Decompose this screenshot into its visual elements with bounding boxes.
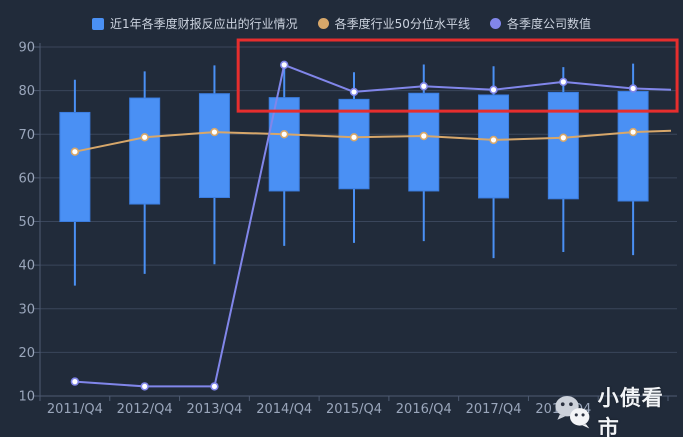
x-axis-label: 2011/Q4: [47, 402, 103, 417]
y-axis-label: 10: [18, 390, 35, 405]
median-point-0[interactable]: [70, 147, 80, 156]
company-point-0[interactable]: [70, 377, 80, 386]
x-axis-label: 2014/Q4: [256, 402, 312, 417]
company-point-6[interactable]: [489, 85, 498, 94]
candlestick-box-4[interactable]: [338, 98, 370, 190]
median-point-3[interactable]: [280, 130, 289, 139]
x-axis-label: 2015/Q4: [326, 402, 382, 417]
company-point-2[interactable]: [210, 382, 219, 391]
annotation-rectangle: [236, 38, 679, 113]
legend-label-company-value: 各季度公司数值: [506, 17, 591, 31]
median-point-8[interactable]: [628, 127, 638, 137]
watermark: 小债看市: [554, 382, 683, 437]
legend-label-median-line: 各季度行业50分位水平线: [334, 17, 470, 31]
legend-label-industry-range: 近1年各季度财报反应出的行业情况: [110, 17, 298, 31]
candlestick-box-1[interactable]: [129, 97, 161, 205]
company-point-1[interactable]: [140, 382, 149, 391]
company-point-8[interactable]: [628, 84, 638, 93]
median-point-1[interactable]: [140, 133, 149, 142]
median-point-4[interactable]: [349, 133, 359, 142]
x-axis-label: 2016/Q4: [396, 402, 452, 417]
median-point-5[interactable]: [419, 131, 428, 141]
legend-item-median-line[interactable]: 各季度行业50分位水平线: [317, 15, 470, 32]
y-axis-label: 60: [18, 171, 35, 186]
y-axis-label: 20: [18, 346, 35, 361]
y-axis-label: 90: [18, 41, 35, 56]
y-axis-label: 50: [18, 215, 35, 230]
legend-marker-square: [92, 17, 105, 30]
candlestick-box-5[interactable]: [408, 92, 440, 192]
x-axis-label: 2012/Q4: [117, 402, 173, 417]
y-axis-label: 80: [18, 84, 35, 99]
legend-marker-circle: [489, 18, 501, 29]
company-point-3[interactable]: [280, 60, 289, 70]
candlestick-box-2[interactable]: [198, 93, 230, 199]
legend-item-company-value[interactable]: 各季度公司数值: [489, 15, 591, 32]
legend-marker-circle: [317, 18, 329, 29]
y-axis-label: 70: [18, 128, 35, 143]
company-point-7[interactable]: [559, 77, 568, 87]
y-axis-label: 30: [18, 302, 35, 317]
watermark-text: 小债看市: [597, 386, 664, 437]
candlestick-box-0[interactable]: [59, 111, 91, 222]
candlestick-box-8[interactable]: [617, 90, 649, 202]
company-point-5[interactable]: [419, 82, 428, 91]
x-axis-label: 2017/Q4: [466, 402, 522, 417]
median-point-2[interactable]: [210, 127, 219, 137]
x-axis-label: 2013/Q4: [186, 402, 242, 417]
median-point-6[interactable]: [489, 135, 498, 145]
legend-item-industry-range[interactable]: 近1年各季度财报反应出的行业情况: [92, 15, 298, 32]
median-line: [74, 129, 672, 153]
company-point-4[interactable]: [349, 87, 359, 97]
wechat-icon: [555, 396, 590, 429]
candlestick-box-7[interactable]: [547, 91, 579, 200]
company-value-line: [74, 63, 672, 388]
y-axis-label: 40: [18, 259, 35, 274]
legend: 近1年各季度财报反应出的行业情况 各季度行业50分位水平线 各季度公司数值: [0, 15, 683, 32]
median-point-7[interactable]: [559, 133, 568, 142]
